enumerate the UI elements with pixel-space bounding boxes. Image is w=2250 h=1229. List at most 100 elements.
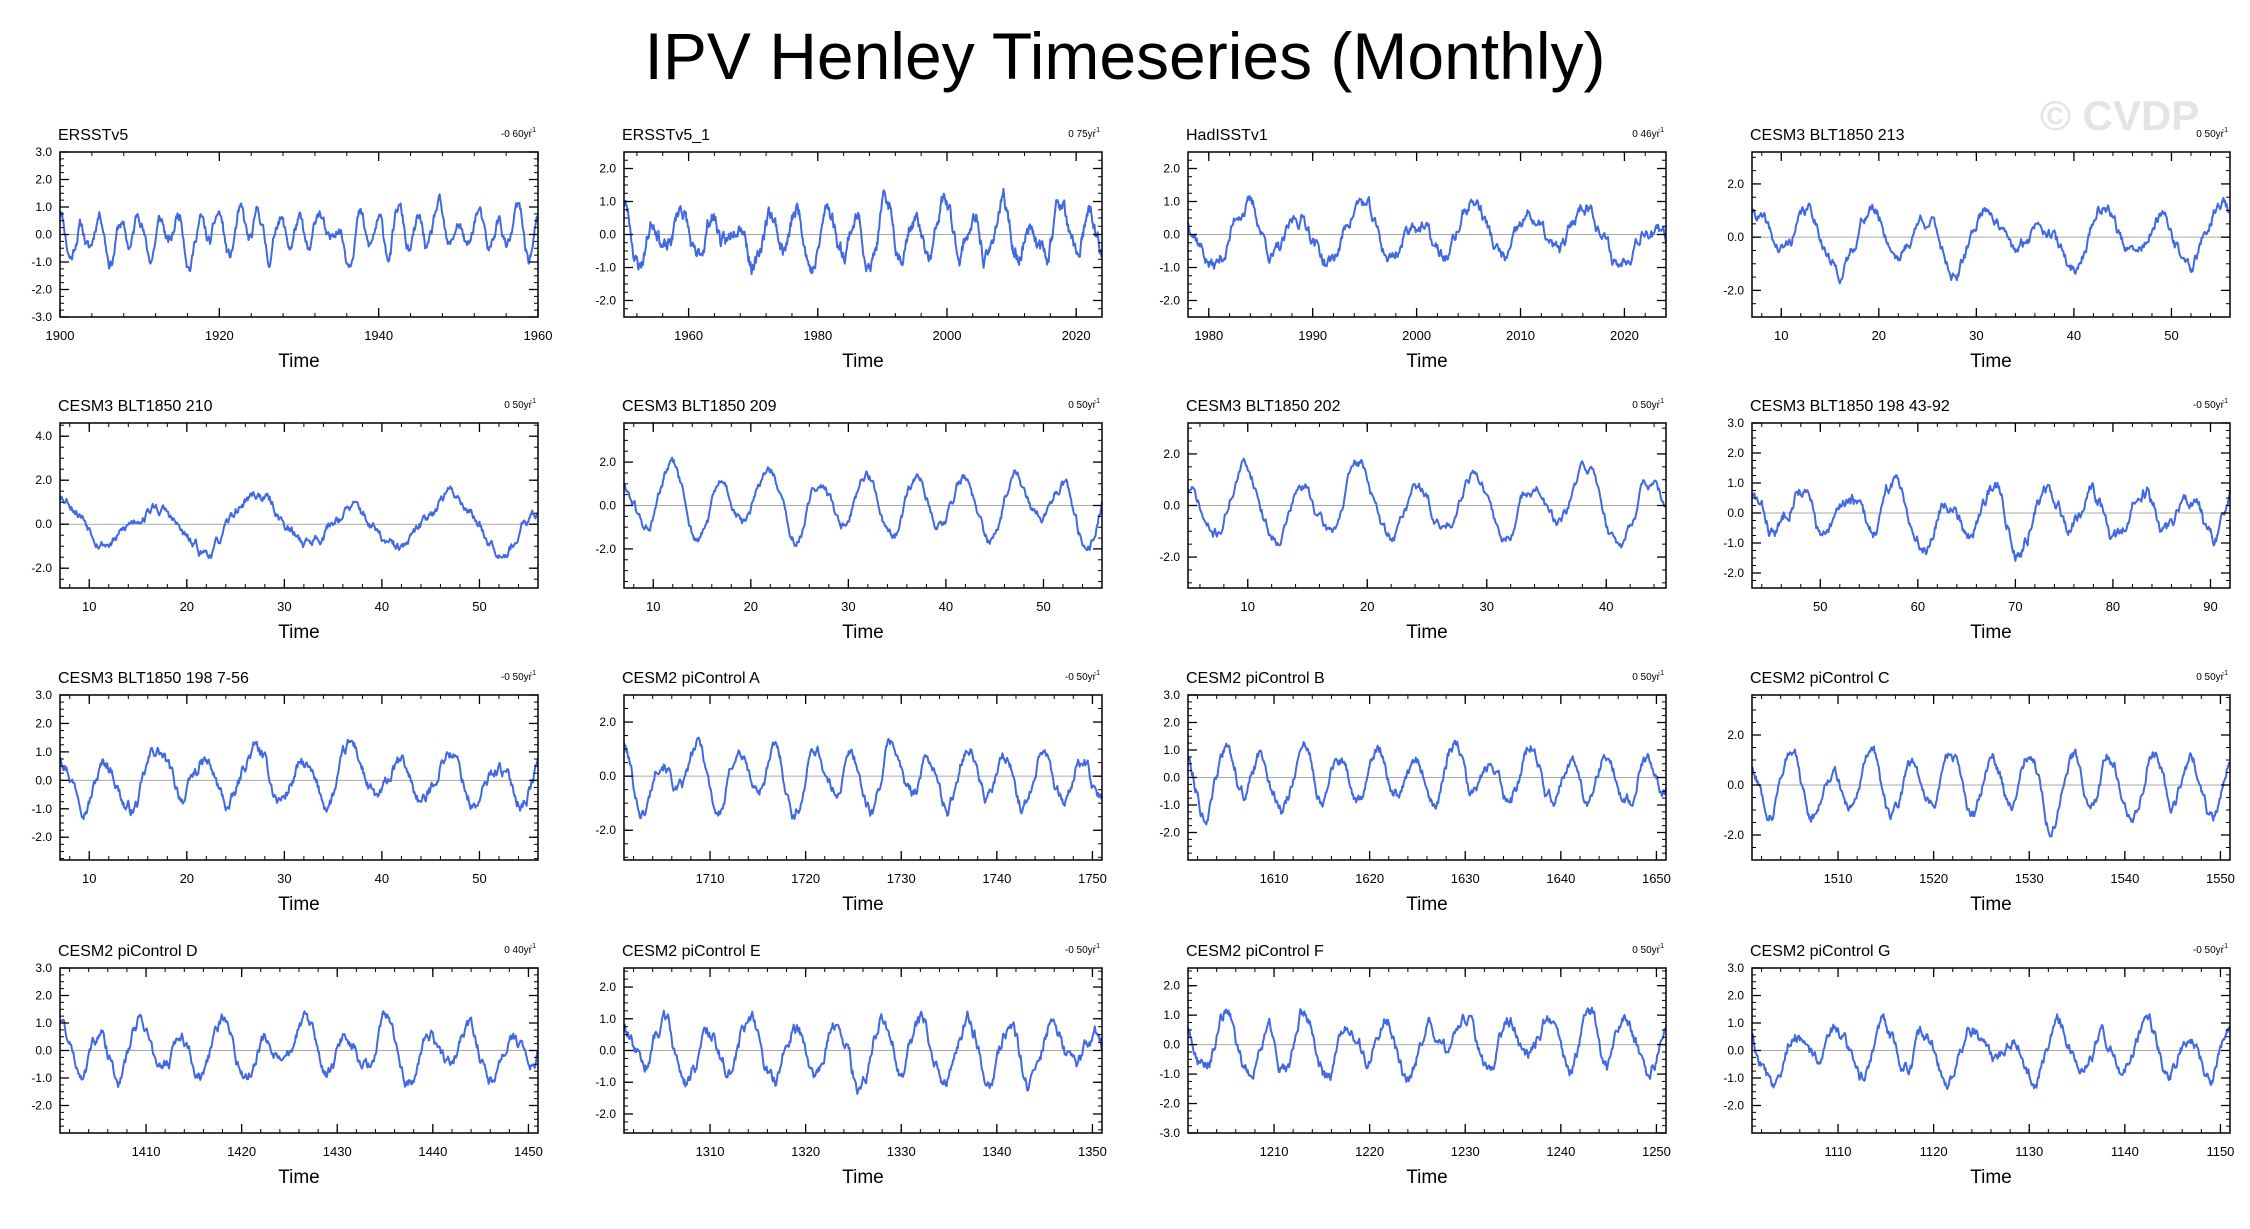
x-tick-label: 50	[472, 599, 486, 614]
panel-trend-exponent: -1	[2222, 398, 2228, 405]
y-tick-label: 0.0	[599, 499, 616, 513]
panel-trend-exponent: -1	[1658, 670, 1664, 677]
x-tick-label: 1510	[1824, 871, 1853, 886]
x-tick-label: 1650	[1642, 871, 1671, 886]
plot-frame	[623, 694, 1103, 861]
x-tick-label: 40	[375, 871, 389, 886]
y-tick-label: 2.0	[1163, 447, 1180, 461]
y-tick-label: 1.0	[35, 1016, 52, 1030]
panel-title: ERSSTv5	[58, 127, 128, 144]
panel-trend: -0 50yr	[501, 672, 533, 683]
panel-trend-exponent: -1	[1658, 943, 1664, 950]
plot-frame	[59, 694, 539, 861]
y-tick-label: 3.0	[1727, 961, 1744, 975]
y-tick-label: 1.0	[1163, 1008, 1180, 1022]
series-line	[1187, 1006, 1667, 1083]
x-tick-label: 50	[1813, 599, 1827, 614]
panel-trend: -0 50yr	[2193, 945, 2225, 956]
x-axis-label: Time	[1406, 894, 1448, 915]
y-tick-label: 0.0	[599, 228, 616, 242]
x-tick-label: 1350	[1078, 1144, 1107, 1159]
panel-title: CESM3 BLT1850 209	[622, 398, 777, 415]
y-tick-label: 2.0	[1727, 446, 1744, 460]
x-tick-label: 1430	[323, 1144, 352, 1159]
y-tick-label: -2.0	[1723, 1099, 1744, 1113]
x-tick-label: 90	[2203, 599, 2217, 614]
panel-trend-exponent: -1	[1094, 398, 1100, 405]
x-tick-label: 1550	[2206, 871, 2235, 886]
series-line	[59, 1010, 539, 1088]
x-tick-label: 1540	[2110, 871, 2139, 886]
y-tick-label: -1.0	[31, 1071, 52, 1085]
x-tick-label: 50	[1036, 599, 1050, 614]
y-tick-label: -2.0	[1159, 294, 1180, 308]
y-tick-label: 0.0	[599, 1044, 616, 1058]
y-tick-label: 3.0	[1727, 416, 1744, 430]
x-tick-label: 1130	[2015, 1144, 2043, 1159]
y-tick-label: 0.0	[1163, 1038, 1180, 1052]
y-tick-label: -2.0	[1159, 826, 1180, 840]
chart-panel-6: CESM3 BLT1850 209 0 50yr-1 2.0 0.0 -2.0 10 20 3…	[595, 398, 1103, 643]
x-tick-label: 10	[82, 599, 96, 614]
x-axis-label: Time	[1406, 622, 1448, 643]
x-tick-label: 1960	[524, 328, 553, 343]
y-tick-label: 2.0	[35, 989, 52, 1003]
y-tick-label: -2.0	[31, 1099, 52, 1113]
x-tick-label: 1940	[364, 328, 393, 343]
y-tick-label: -2.0	[31, 830, 52, 844]
x-tick-label: 1210	[1260, 1144, 1289, 1159]
x-tick-label: 30	[277, 871, 291, 886]
x-tick-label: 1610	[1260, 871, 1289, 886]
series-line	[59, 193, 539, 273]
y-tick-label: -2.0	[595, 542, 616, 556]
y-tick-label: 2.0	[599, 980, 616, 994]
panel-trend-exponent: -1	[2222, 943, 2228, 950]
panel-trend-exponent: -1	[2222, 670, 2228, 677]
x-tick-label: 1410	[132, 1144, 161, 1159]
series-line	[1751, 1013, 2231, 1090]
x-axis-label: Time	[1406, 351, 1448, 372]
x-axis-label: Time	[278, 351, 320, 372]
panel-trend: 0 50yr	[1632, 945, 1660, 956]
y-tick-label: -2.0	[31, 561, 52, 575]
x-tick-label: 2020	[1062, 328, 1091, 343]
chart-panel-1: ERSSTv5 -0 60yr-1 3.0 2.0 1.0 0.0 -1.0 -2.0 -3.0…	[31, 127, 552, 372]
x-tick-label: 1730	[887, 871, 916, 886]
y-tick-label: -1.0	[1159, 798, 1180, 812]
x-axis-label: Time	[842, 1167, 884, 1188]
chart-panel-2: ERSSTv5_1 0 75yr-1 2.0 1.0 0.0 -1.0 -2.0 1960 19…	[595, 127, 1103, 372]
x-tick-label: 1640	[1546, 871, 1575, 886]
y-tick-label: -3.0	[31, 310, 52, 324]
x-tick-label: 10	[646, 599, 660, 614]
plot-frame	[59, 422, 539, 589]
panel-title: CESM3 BLT1850 213	[1750, 127, 1905, 144]
x-tick-label: 10	[82, 871, 96, 886]
x-tick-label: 1220	[1355, 1144, 1384, 1159]
x-tick-label: 1720	[791, 871, 820, 886]
x-tick-label: 50	[2164, 328, 2178, 343]
y-tick-label: 0.0	[599, 769, 616, 783]
y-tick-label: -2.0	[1723, 828, 1744, 842]
y-tick-label: 2.0	[599, 715, 616, 729]
x-axis-label: Time	[1970, 894, 2012, 915]
y-tick-label: 0.0	[35, 1044, 52, 1058]
panel-trend-exponent: -1	[1658, 398, 1664, 405]
x-tick-label: 20	[180, 871, 194, 886]
y-tick-label: 4.0	[35, 429, 52, 443]
page-title: IPV Henley Timeseries (Monthly)	[644, 19, 1606, 93]
panel-trend-exponent: -1	[530, 127, 536, 134]
y-tick-label: 0.0	[1163, 771, 1180, 785]
x-axis-label: Time	[842, 894, 884, 915]
series-line	[1751, 196, 2231, 285]
x-tick-label: 1140	[2111, 1144, 2139, 1159]
panel-trend: -0 50yr	[2193, 400, 2225, 411]
plot-frame	[1751, 422, 2231, 589]
series-line	[623, 736, 1103, 821]
chart-panel-14: CESM2 piControl E -0 50yr-1 2.0 1.0 0.0 -1.0 -…	[595, 943, 1107, 1188]
x-axis-label: Time	[278, 894, 320, 915]
y-tick-label: 2.0	[35, 473, 52, 487]
y-tick-label: -2.0	[31, 283, 52, 297]
panel-trend: 0 50yr	[504, 400, 532, 411]
x-tick-label: 1990	[1298, 328, 1327, 343]
panel-trend-exponent: -1	[2222, 127, 2228, 134]
